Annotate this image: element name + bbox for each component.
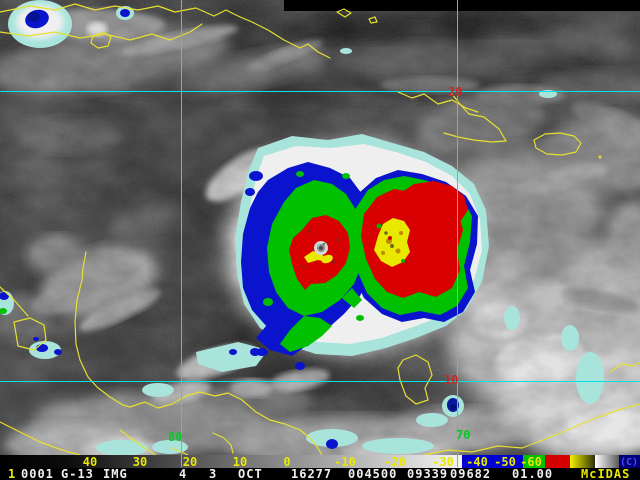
satellite-id: G-13 xyxy=(61,467,94,480)
colorbar-green-segment xyxy=(523,455,545,468)
line-coordinate: 09339 xyxy=(407,467,449,480)
mcidas-brand: McIDAS xyxy=(581,467,631,480)
coastline-lake-izabal xyxy=(13,317,47,351)
coastline-river xyxy=(212,432,234,454)
coastline-cuba-east xyxy=(397,91,479,113)
coastline-guatemala xyxy=(0,286,29,317)
colorbar-tick: 30 xyxy=(133,455,147,468)
enhancement-colorbar xyxy=(0,455,640,468)
coastline-cuba-north xyxy=(0,3,331,59)
julian-date: 16277 xyxy=(291,467,333,480)
hurricane-enhancement xyxy=(0,0,604,456)
colorbar-tick: -40 xyxy=(466,455,488,468)
coastline-maracaibo xyxy=(397,354,433,405)
colorbar-tick: -20 xyxy=(384,455,406,468)
coastline-small-island xyxy=(598,155,602,159)
element-coordinate: 09682 xyxy=(450,467,492,480)
coastline-cuba-south xyxy=(0,23,203,41)
colorbar-tick-labels: 40 30 20 10 0 -10 -20 -30 -40 -50 -60 (C… xyxy=(83,455,638,468)
colorbar-yellow-ramp xyxy=(570,455,595,468)
lat-label-10n: 10 xyxy=(444,373,458,387)
satellite-image-display[interactable]: 40 30 20 10 0 -10 -20 -30 -40 -50 -60 (C… xyxy=(0,0,640,468)
coastline-hispaniola xyxy=(443,93,507,143)
colorbar-tick: 0 xyxy=(283,455,290,468)
data-gap-strip xyxy=(284,0,640,11)
colorbar-white-ramp xyxy=(595,455,619,468)
colorbar-tick: -50 xyxy=(494,455,516,468)
coastline-nicaragua-2 xyxy=(171,447,189,456)
map-coordinate-labels: 20 10 80 70 xyxy=(168,85,470,444)
coastline-costa-rica xyxy=(0,421,81,456)
coastline-south-america xyxy=(423,403,640,456)
colorbar-tick: 10 xyxy=(233,455,247,468)
colorbar-blue-segment xyxy=(462,455,523,468)
coastline-cay-1 xyxy=(336,8,352,18)
date-day: 3 xyxy=(209,467,218,480)
frame-number: 1 xyxy=(8,467,17,480)
colorbar-gray-ramp xyxy=(0,455,462,468)
coastline-puerto-rico xyxy=(533,132,582,156)
date-month: OCT xyxy=(238,467,263,480)
colorbar-unit-label: (C) xyxy=(620,457,638,468)
coastline-nicaragua-1 xyxy=(119,429,156,456)
hurricane-eye xyxy=(314,241,328,255)
coastline-honduras xyxy=(129,391,323,456)
lat-label-20n: 20 xyxy=(448,85,462,99)
colorbar-tick: -10 xyxy=(334,455,356,468)
colorbar-navy-segment xyxy=(619,455,640,468)
colorbar-tick: 20 xyxy=(183,455,197,468)
image-type: IMG xyxy=(103,467,128,480)
coastline-belize xyxy=(74,251,131,408)
lon-label-80w: 80 xyxy=(168,430,182,444)
lon-label-70w: 70 xyxy=(456,428,470,442)
colorbar-tick: -30 xyxy=(432,455,454,468)
coastline-isla-juventud xyxy=(90,31,112,49)
colorbar-red-segment xyxy=(545,455,570,468)
colorbar-tick: -60 xyxy=(520,455,542,468)
coastline-overlay xyxy=(0,3,640,456)
band-number: 4 xyxy=(179,467,188,480)
magnification: 01.00 xyxy=(512,467,554,480)
coastline-venezuela xyxy=(609,361,640,373)
latlon-grid xyxy=(0,0,640,467)
image-time: 004500 xyxy=(348,467,398,480)
status-bar: 1 0001 G-13 IMG 4 3 OCT 16277 004500 093… xyxy=(0,468,640,480)
dataset-position: 0001 xyxy=(21,467,54,480)
coastline-cay-2 xyxy=(368,16,378,24)
colorbar-tick: 40 xyxy=(83,455,97,468)
